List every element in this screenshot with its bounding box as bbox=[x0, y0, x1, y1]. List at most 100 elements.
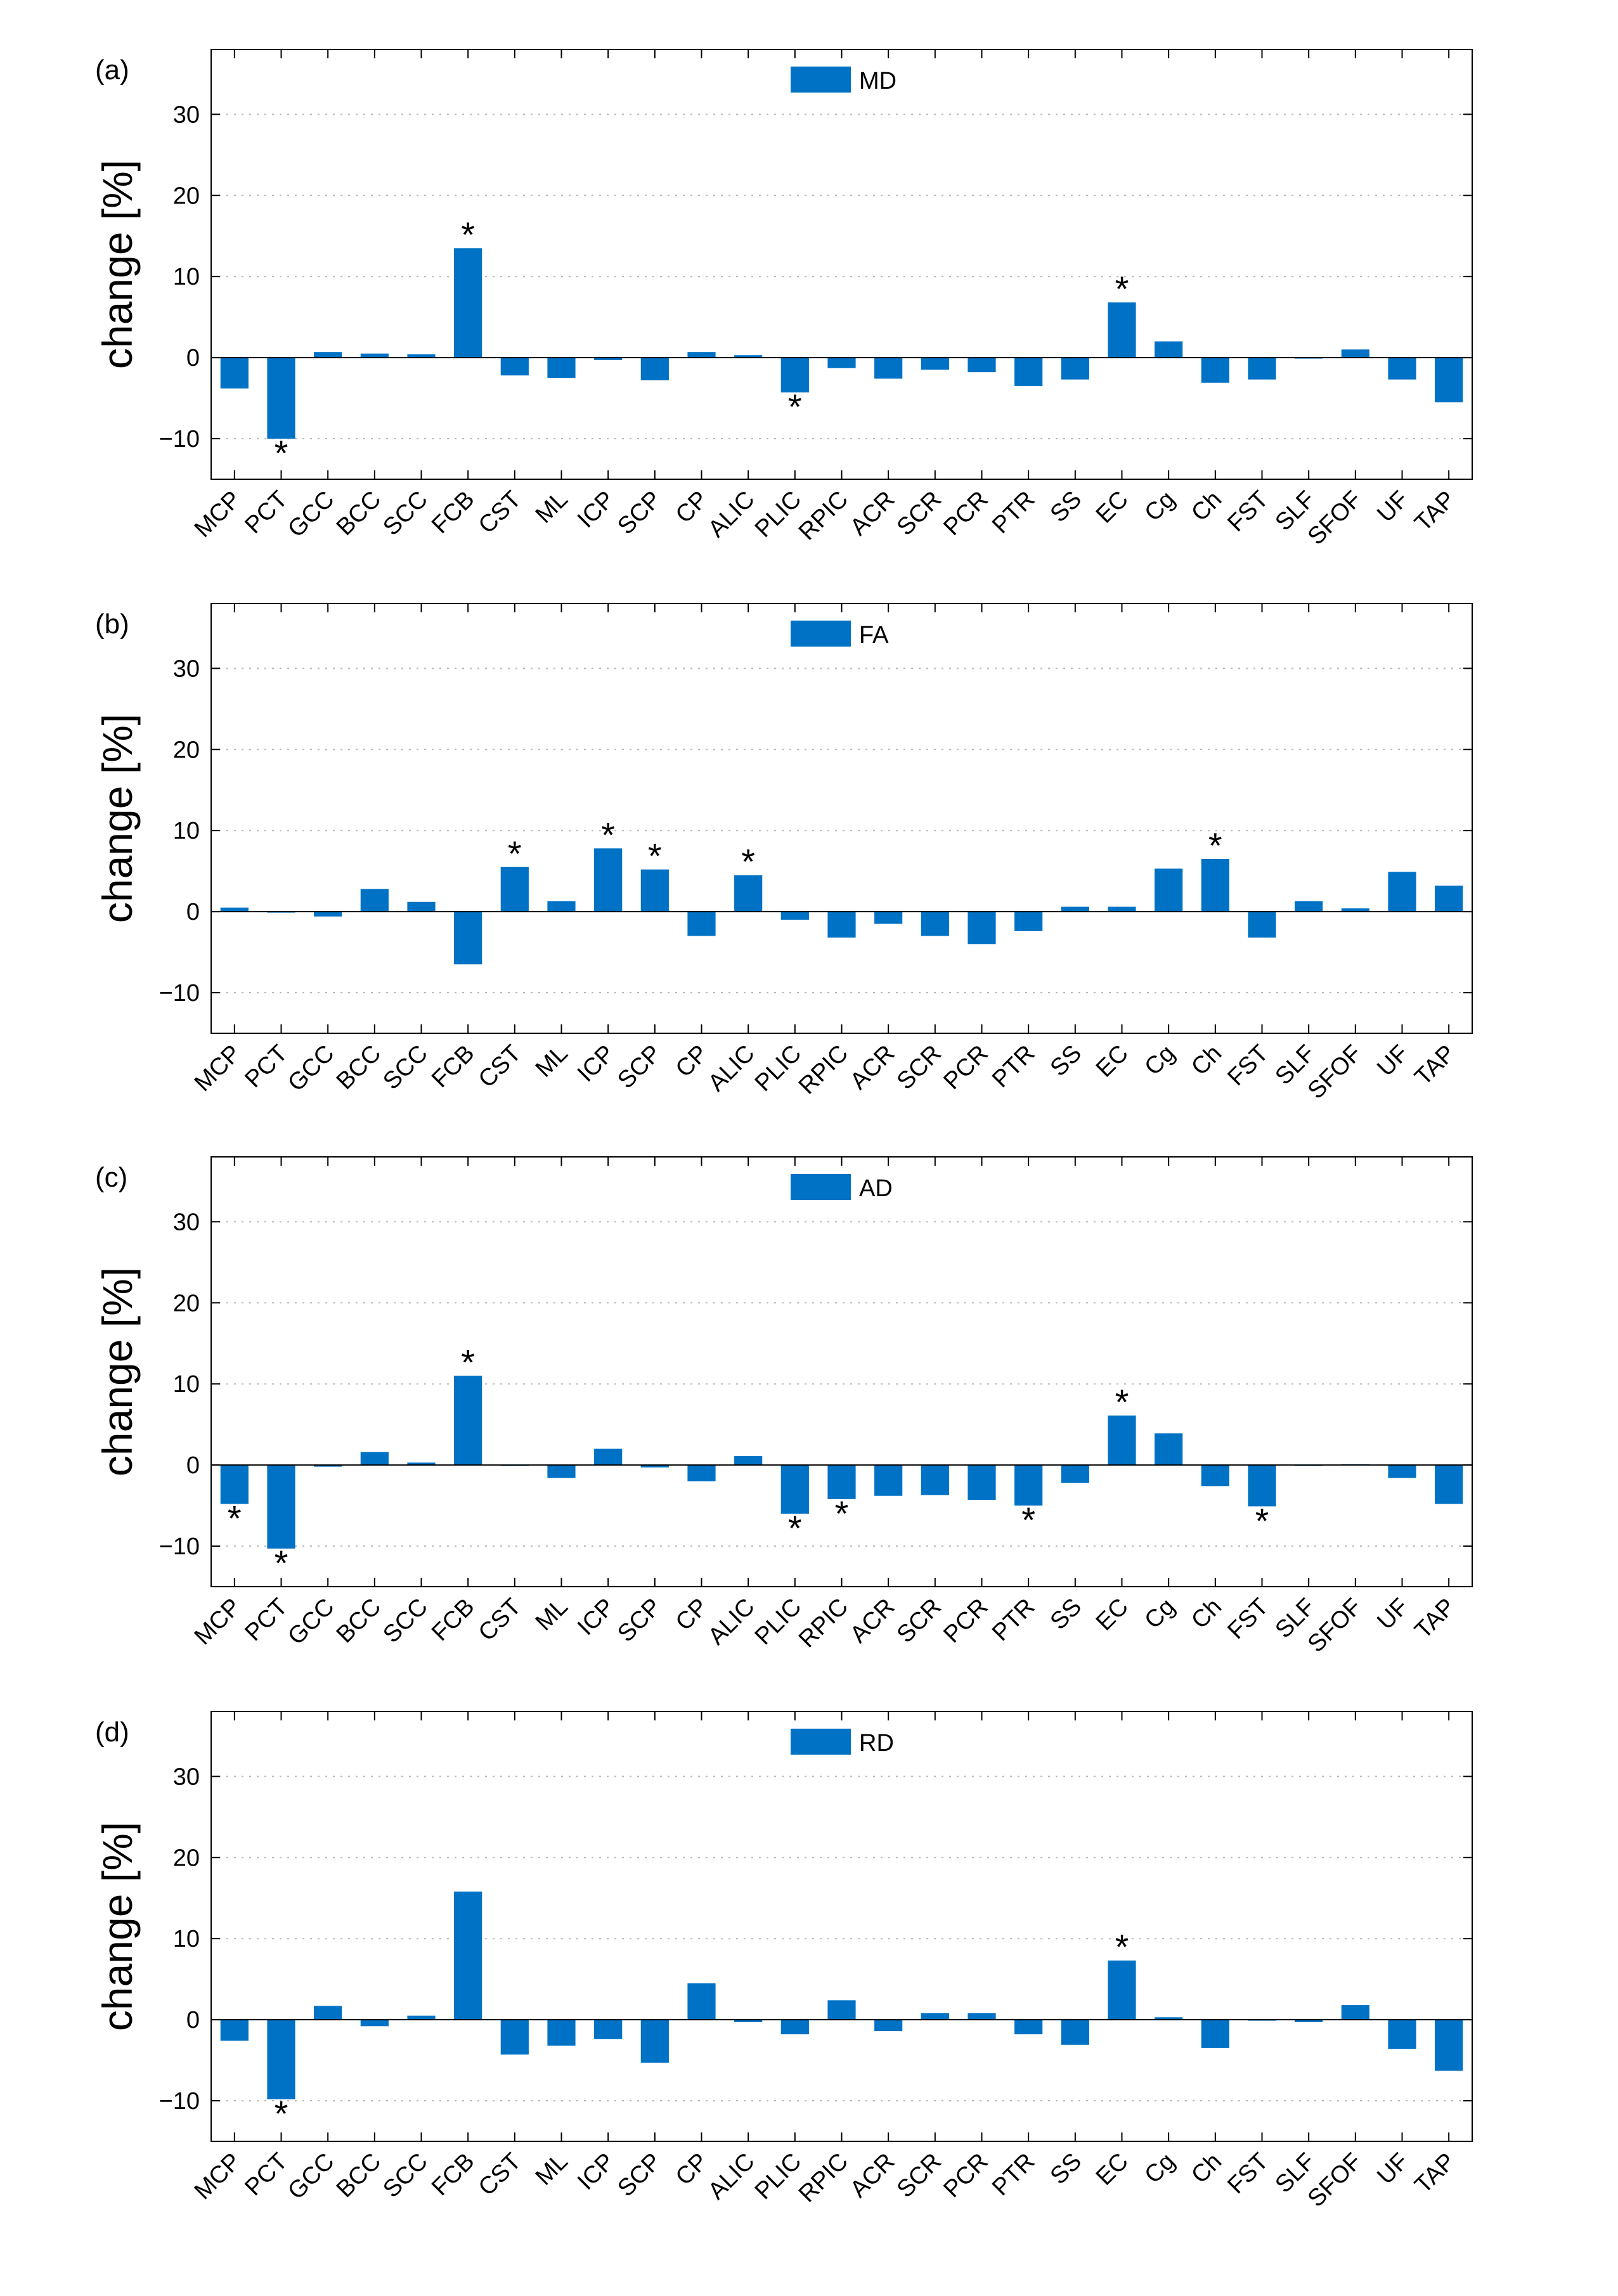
x-tick-label: GCC bbox=[283, 486, 339, 543]
x-tick-label: SCP bbox=[612, 1040, 666, 1094]
x-tick-label: GCC bbox=[283, 2148, 339, 2205]
significance-marker: * bbox=[1115, 269, 1129, 309]
y-tick-label: 20 bbox=[173, 737, 200, 763]
x-tick-label: Ch bbox=[1186, 1040, 1227, 1081]
x-tick-label: TAP bbox=[1410, 2148, 1461, 2199]
x-tick-label: SCC bbox=[378, 2148, 432, 2203]
x-tick-label: SS bbox=[1045, 1040, 1087, 1082]
bar-scc bbox=[407, 2015, 436, 2020]
x-tick-label: FCB bbox=[427, 1040, 479, 1093]
x-tick-label: PTR bbox=[987, 1594, 1040, 1646]
x-tick-label: MCP bbox=[190, 2148, 246, 2205]
x-tick-label: SS bbox=[1045, 486, 1087, 528]
bar-ec bbox=[1108, 1416, 1136, 1466]
x-tick-label: Ch bbox=[1186, 1594, 1227, 1634]
x-tick-label: SFOF bbox=[1303, 2148, 1367, 2212]
x-tick-label: Cg bbox=[1139, 1594, 1180, 1634]
significance-marker: * bbox=[461, 214, 475, 254]
x-tick-label: SCP bbox=[612, 1594, 666, 1648]
bar-cst bbox=[500, 867, 529, 912]
x-tick-label: RPIC bbox=[794, 486, 853, 546]
x-tick-label: CST bbox=[474, 1594, 526, 1646]
significance-marker: * bbox=[508, 834, 522, 874]
bar-ml bbox=[547, 901, 576, 912]
x-tick-label: SCC bbox=[378, 1040, 432, 1095]
bar-alic bbox=[734, 1456, 763, 1466]
panel-label: (d) bbox=[95, 1717, 129, 1748]
x-tick-label: RPIC bbox=[794, 1040, 853, 1100]
legend-label: RD bbox=[859, 1730, 894, 1757]
bar-pct bbox=[267, 1465, 295, 1549]
bar-ss bbox=[1061, 1465, 1089, 1483]
x-tick-label: ML bbox=[531, 1040, 573, 1083]
significance-marker: * bbox=[275, 1543, 288, 1583]
x-tick-label: SFOF bbox=[1303, 1594, 1367, 1658]
bar-scp bbox=[640, 1465, 669, 1467]
x-tick-label: UF bbox=[1372, 1040, 1414, 1082]
bar-scc bbox=[407, 354, 436, 358]
x-tick-label: SFOF bbox=[1303, 486, 1367, 550]
x-tick-label: ICP bbox=[573, 2148, 620, 2196]
bar-icp bbox=[594, 848, 623, 912]
bar-scc bbox=[407, 1462, 436, 1466]
significance-marker: * bbox=[835, 1493, 849, 1533]
x-tick-label: PTR bbox=[987, 1040, 1040, 1093]
x-tick-label: ML bbox=[531, 2148, 573, 2191]
bar-scc bbox=[407, 901, 436, 912]
bar-acr bbox=[874, 1465, 903, 1496]
bar-scr bbox=[921, 912, 949, 936]
x-tick-label: FST bbox=[1222, 486, 1273, 537]
panel-label: (c) bbox=[95, 1162, 127, 1193]
bar-uf bbox=[1388, 1465, 1416, 1478]
x-tick-label: PCT bbox=[240, 1040, 292, 1093]
bar-gcc bbox=[314, 1465, 342, 1467]
bar-ptr bbox=[1014, 1465, 1043, 1506]
bar-plic bbox=[780, 2020, 809, 2035]
bar-tap bbox=[1435, 886, 1463, 912]
x-tick-label: FCB bbox=[427, 1594, 479, 1646]
bar-fst bbox=[1248, 1465, 1276, 1507]
bar-ch bbox=[1201, 1465, 1229, 1487]
x-tick-label: SS bbox=[1045, 2148, 1087, 2190]
x-tick-label: UF bbox=[1372, 2148, 1414, 2190]
bar-pct bbox=[267, 2020, 295, 2099]
x-tick-label: SCR bbox=[892, 486, 947, 541]
x-tick-label: ALIC bbox=[703, 2148, 760, 2205]
bar-ml bbox=[547, 2020, 576, 2046]
bar-fcb bbox=[454, 912, 482, 965]
bar-ptr bbox=[1014, 912, 1043, 931]
legend-label: FA bbox=[859, 622, 889, 648]
x-tick-label: BCC bbox=[332, 2148, 386, 2203]
bar-scr bbox=[921, 1465, 949, 1495]
x-tick-label: Cg bbox=[1139, 1040, 1180, 1081]
significance-marker: * bbox=[275, 433, 288, 473]
x-tick-label: EC bbox=[1091, 486, 1134, 529]
bar-fcb bbox=[454, 248, 482, 358]
bar-slf bbox=[1295, 2020, 1323, 2022]
x-tick-label: PLIC bbox=[750, 1040, 806, 1097]
x-tick-label: TAP bbox=[1410, 1594, 1461, 1644]
bar-icp bbox=[594, 1448, 623, 1466]
bar-uf bbox=[1388, 872, 1416, 912]
bar-sfof bbox=[1341, 908, 1369, 912]
x-tick-label: UF bbox=[1372, 486, 1414, 528]
bar-ptr bbox=[1014, 2020, 1043, 2035]
x-tick-label: PCR bbox=[938, 1594, 993, 1648]
x-tick-label: SCR bbox=[892, 2148, 947, 2203]
x-tick-label: Cg bbox=[1139, 486, 1180, 527]
x-tick-label: SCP bbox=[612, 2148, 666, 2202]
bar-cst bbox=[500, 2020, 529, 2055]
x-tick-label: SCR bbox=[892, 1040, 947, 1095]
bar-acr bbox=[874, 2020, 903, 2032]
bar-cp bbox=[687, 912, 716, 936]
x-tick-label: ML bbox=[531, 1594, 573, 1636]
x-tick-label: ALIC bbox=[703, 1594, 760, 1650]
x-tick-label: EC bbox=[1091, 1040, 1134, 1083]
bar-icp bbox=[594, 2020, 623, 2039]
plot-frame bbox=[210, 49, 1473, 480]
x-tick-label: FST bbox=[1222, 1594, 1273, 1644]
bar-fst bbox=[1248, 358, 1276, 380]
significance-marker: * bbox=[1115, 1927, 1129, 1967]
significance-marker: * bbox=[461, 1342, 475, 1382]
bar-cg bbox=[1155, 341, 1183, 358]
